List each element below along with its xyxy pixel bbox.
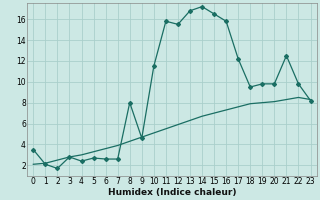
X-axis label: Humidex (Indice chaleur): Humidex (Indice chaleur) [108, 188, 236, 197]
